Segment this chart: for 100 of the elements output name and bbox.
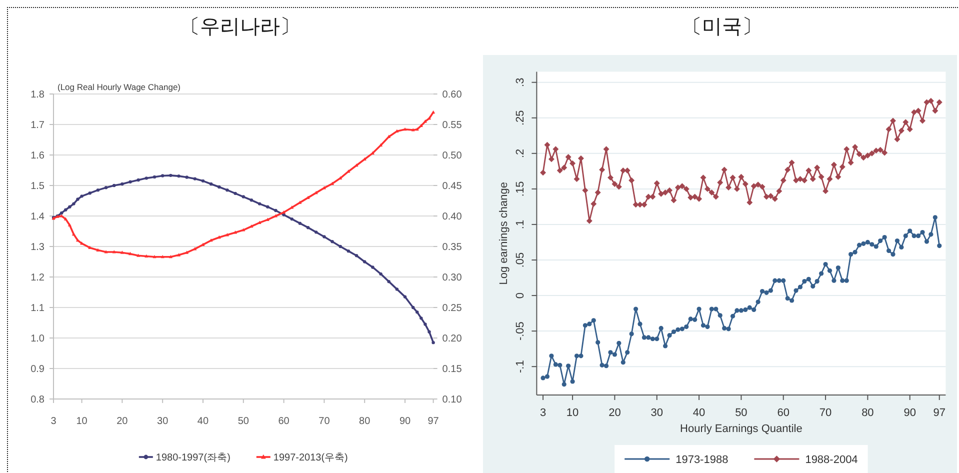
point <box>201 179 205 183</box>
y-tick-label: 1.4 <box>30 212 45 222</box>
x-tick-label: 70 <box>318 416 330 427</box>
point <box>346 249 350 253</box>
point <box>176 253 181 256</box>
y-axis-title: (Log Real Hourly Wage Change) <box>58 82 181 92</box>
x-tick-label: 97 <box>933 407 946 419</box>
legend-label: 1988-2004 <box>805 454 858 466</box>
x-tick-label: 60 <box>278 416 290 427</box>
y-tick-label: 1.8 <box>30 90 45 100</box>
x-tick-label: 40 <box>197 416 209 427</box>
point <box>64 208 68 212</box>
point <box>112 250 116 254</box>
y-tick-label: .3 <box>514 78 527 87</box>
y2-tick-label: 0.25 <box>442 303 462 314</box>
x-tick-label: 20 <box>608 407 621 419</box>
point <box>104 186 108 190</box>
y2-tick-label: 0.15 <box>442 364 462 375</box>
point <box>258 202 262 206</box>
point <box>242 195 245 198</box>
y-tick-label: 1.3 <box>30 242 45 253</box>
x-tick-label: 10 <box>76 416 88 427</box>
point <box>420 316 423 320</box>
point <box>185 176 188 179</box>
point <box>387 280 390 284</box>
point <box>128 180 132 184</box>
y-tick-label: .1 <box>514 220 527 230</box>
point <box>60 211 64 215</box>
point <box>330 182 334 185</box>
x-tick-label: 3 <box>50 416 57 427</box>
point <box>266 205 270 208</box>
point <box>298 222 302 225</box>
y2-tick-label: 0.10 <box>442 394 462 406</box>
point <box>403 295 407 298</box>
y-tick-label: -.1 <box>514 360 527 373</box>
point <box>68 205 72 208</box>
point <box>160 254 164 258</box>
x-tick-label: 3 <box>540 407 546 419</box>
legend-label: 1997-2013(우축) <box>273 452 348 464</box>
y-tick-label: 1.5 <box>30 181 45 192</box>
point <box>274 208 278 212</box>
y2-tick-label: 0.45 <box>442 181 462 192</box>
y-tick-label: 1.0 <box>30 334 45 344</box>
point <box>152 175 156 179</box>
point <box>432 110 436 114</box>
point <box>416 310 419 314</box>
point <box>432 340 435 344</box>
point <box>338 244 342 248</box>
point <box>209 182 213 186</box>
point <box>136 178 140 182</box>
line-series <box>52 174 435 344</box>
y-tick-label: .15 <box>514 181 527 197</box>
x-axis-title: Hourly Earnings Quantile <box>680 423 802 435</box>
y2-tick-label: 0.50 <box>442 150 462 162</box>
point <box>387 134 391 138</box>
point <box>218 185 221 189</box>
y-tick-label: 0.9 <box>30 364 45 375</box>
y-tick-label: 1.7 <box>30 120 45 131</box>
x-tick-label: 80 <box>359 416 371 427</box>
x-tick-label: 60 <box>777 407 790 419</box>
point <box>379 272 382 276</box>
point <box>428 330 431 334</box>
point <box>80 194 84 198</box>
chart-title: 〔우리나라〕 <box>180 16 300 38</box>
point <box>217 235 221 239</box>
y2-tick-label: 0.20 <box>442 334 462 344</box>
x-tick-label: 80 <box>862 407 874 419</box>
point <box>76 198 80 201</box>
point <box>72 202 76 206</box>
point <box>169 174 172 178</box>
point <box>226 188 229 192</box>
x-tick-label: 40 <box>692 407 706 419</box>
y2-tick-label: 0.40 <box>442 212 462 222</box>
x-tick-label: 70 <box>819 407 832 419</box>
legend-label: 1973-1988 <box>676 454 728 466</box>
point <box>160 174 164 178</box>
point <box>346 170 350 173</box>
point <box>290 217 294 221</box>
point <box>96 188 100 192</box>
x-tick-label: 10 <box>566 407 579 419</box>
chart-title: 〔미국〕 <box>682 16 762 38</box>
point <box>424 322 427 326</box>
x-tick-label: 30 <box>650 407 663 419</box>
point <box>96 248 100 252</box>
point <box>282 210 286 214</box>
point <box>395 288 399 291</box>
point <box>88 192 92 195</box>
x-tick-label: 30 <box>157 416 169 427</box>
point <box>412 306 415 310</box>
point <box>363 260 366 264</box>
point <box>322 235 326 238</box>
y2-tick-label: 0.60 <box>442 90 462 100</box>
y-tick-label: -.05 <box>514 322 527 341</box>
y-tick-label: .25 <box>514 110 527 126</box>
y-tick-label: .2 <box>514 148 527 158</box>
x-tick-label: 97 <box>428 416 440 427</box>
point <box>177 174 180 178</box>
point <box>354 254 358 258</box>
point <box>371 266 374 269</box>
y-tick-label: 0 <box>514 292 527 299</box>
